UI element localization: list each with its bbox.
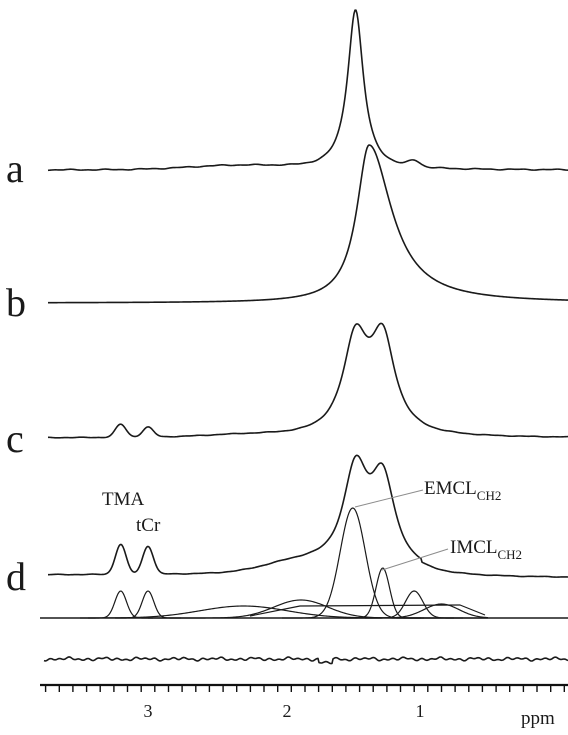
spectrum-d-line (48, 454, 568, 578)
x-tick-label-3: 3 (144, 701, 153, 721)
x-axis-ticks (44, 685, 565, 692)
annotation-emcl-subscript: CH2 (477, 488, 502, 503)
component-broad-2 (148, 599, 454, 619)
annotation-imcl-name: IMCL (450, 537, 498, 558)
component-broad-4 (343, 603, 489, 619)
annotation-tma: TMA (102, 489, 145, 510)
annotation-emcl: EMCLCH2 (424, 478, 501, 503)
fit-components (80, 507, 489, 619)
spectrum-b-line (47, 144, 568, 304)
imcl-leader-line (381, 548, 449, 571)
annotation-imcl: IMCLCH2 (450, 537, 522, 562)
residual-line (43, 656, 568, 665)
x-axis-label: ppm (521, 708, 555, 729)
component-tma (88, 590, 153, 619)
annotation-tcr: tCr (136, 515, 161, 536)
component-imcl (345, 567, 421, 619)
spectrum-label-d: d (6, 554, 26, 599)
spectrum-label-c: c (6, 416, 24, 461)
spectrum-label-a: a (6, 146, 24, 191)
x-tick-label-1: 1 (416, 701, 425, 721)
emcl-leader-line (354, 489, 424, 508)
x-tick-label-2: 2 (283, 701, 292, 721)
component-tcr (115, 590, 181, 619)
annotation-emcl-name: EMCL (424, 478, 477, 499)
annotation-imcl-subscript: CH2 (498, 547, 523, 562)
spectrum-c-line (47, 322, 568, 439)
spectrum-traces (40, 9, 568, 665)
spectrum-label-b: b (6, 280, 26, 325)
component-plateau (249, 604, 486, 617)
spectrum-a-line (47, 9, 568, 172)
